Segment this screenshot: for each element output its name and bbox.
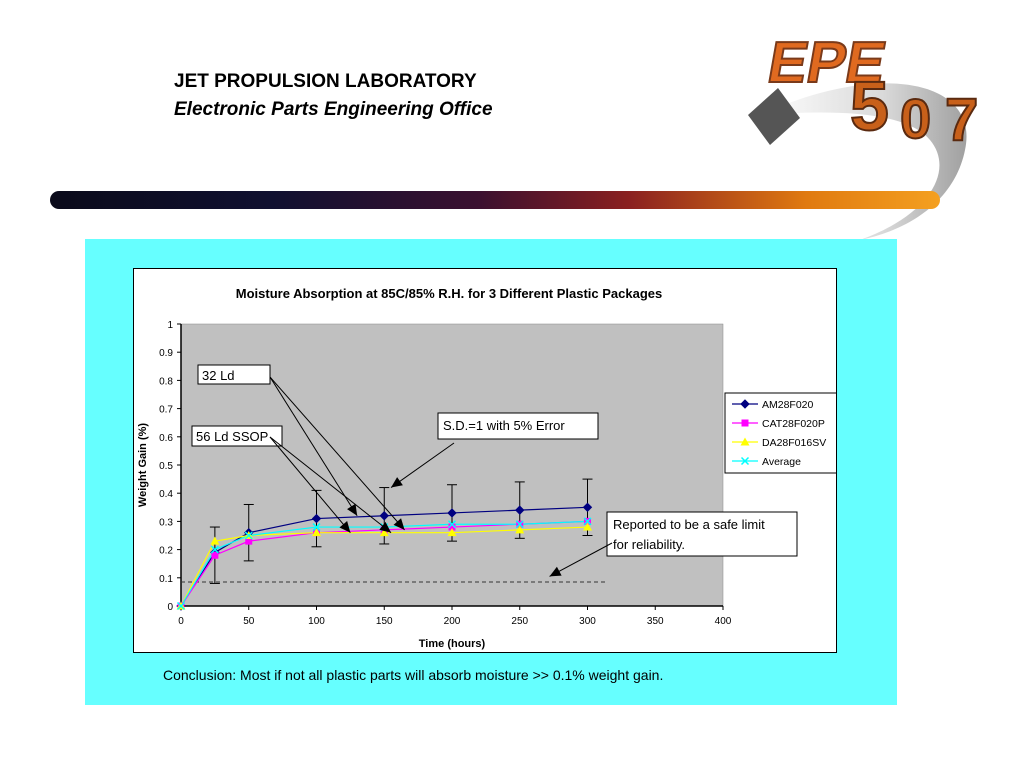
header-title: JET PROPULSION LABORATORY — [174, 71, 477, 92]
legend-item: CAT28F020P — [732, 418, 825, 430]
data-point — [211, 551, 219, 559]
legend-item: Average — [732, 456, 801, 468]
y-tick-label: 0.5 — [159, 461, 173, 472]
y-tick-label: 0.4 — [159, 489, 173, 500]
divider-bar — [50, 191, 940, 209]
annotation-arrow — [269, 376, 358, 517]
data-point — [582, 502, 593, 513]
conclusion-text: Conclusion: Most if not all plastic part… — [163, 667, 664, 683]
annotation-arrow — [269, 376, 405, 531]
x-tick-label: 300 — [579, 616, 596, 627]
annotation-56ld-box — [191, 425, 283, 447]
annotation-arrow — [390, 442, 455, 488]
data-point — [379, 528, 389, 537]
data-point — [515, 505, 525, 515]
annotation-safe-limit: Reported to be a safe limit for reliabil… — [606, 511, 798, 557]
legend-item: AM28F020 — [732, 399, 814, 411]
logo-digit-5: 5 — [850, 67, 889, 145]
chart-title: Moisture Absorption at 85C/85% R.H. for … — [236, 286, 662, 301]
data-point — [447, 528, 457, 537]
data-point — [448, 523, 456, 531]
x-tick-label: 200 — [444, 616, 461, 627]
y-tick-label: 0.6 — [159, 433, 173, 444]
data-point — [583, 517, 592, 526]
header-subtitle: Electronic Parts Engineering Office — [174, 99, 493, 120]
annotation-arrow — [549, 542, 613, 577]
y-axis: 0 0.1 0.2 0.3 0.4 0.5 0.6 0.7 0.8 0.9 1 — [159, 320, 182, 613]
legend-label: Average — [762, 456, 801, 468]
y-tick-label: 0.1 — [159, 574, 173, 585]
logo-shadow — [748, 88, 800, 145]
annotation-32ld-box — [197, 364, 271, 385]
x-axis: 0 50 100 150 200 250 300 350 400 — [178, 605, 732, 627]
x-tick-label: 250 — [511, 616, 528, 627]
logo-epe: EPE — [763, 30, 890, 95]
data-point — [741, 419, 749, 427]
series-line — [180, 506, 588, 607]
annotation-56ld: 56 Ld SSOP — [191, 425, 283, 447]
annotation-arrows — [269, 376, 613, 577]
data-point — [740, 456, 750, 466]
data-point — [740, 437, 750, 446]
y-axis-label: Weight Gain (%) — [137, 423, 149, 507]
data-point — [210, 536, 220, 545]
y-tick-label: 0.7 — [159, 405, 173, 416]
annotation-32ld-text: 32 Ld — [202, 368, 235, 383]
x-tick-label: 50 — [243, 616, 255, 627]
y-tick-label: 1 — [167, 320, 173, 331]
x-axis-label: Time (hours) — [419, 638, 486, 650]
y-tick-label: 0.3 — [159, 517, 173, 528]
header: JET PROPULSION LABORATORY Electronic Par… — [174, 68, 493, 124]
data-point — [740, 399, 750, 409]
chart-frame: Moisture Absorption at 85C/85% R.H. for … — [133, 268, 837, 653]
x-tick-label: 350 — [647, 616, 664, 627]
annotation-sd: S.D.=1 with 5% Error — [437, 412, 599, 440]
legend-item: DA28F016SV — [732, 437, 826, 449]
data-point — [515, 525, 525, 534]
annotation-arrow — [269, 436, 351, 534]
data-point — [245, 537, 253, 545]
annotation-56ld-text: 56 Ld SSOP — [196, 429, 268, 444]
legend-label: AM28F020 — [762, 399, 814, 411]
annotation-32ld: 32 Ld — [197, 364, 271, 385]
data-point — [312, 523, 321, 532]
data-point — [447, 520, 457, 529]
data-point — [447, 508, 457, 518]
moisture-chart: Moisture Absorption at 85C/85% R.H. for … — [137, 286, 836, 650]
data-point — [312, 528, 321, 537]
data-point — [379, 511, 389, 521]
data-point — [515, 520, 524, 529]
x-tick-label: 150 — [376, 616, 393, 627]
legend-label: CAT28F020P — [762, 418, 825, 430]
series-line — [180, 520, 588, 607]
y-tick-label: 0 — [167, 602, 173, 613]
data-point — [583, 522, 592, 531]
y-tick-label: 0.2 — [159, 546, 173, 557]
data-point — [210, 545, 219, 554]
y-tick-label: 0.9 — [159, 348, 173, 359]
legend-label: DA28F016SV — [762, 437, 826, 449]
annotation-safe-box — [606, 511, 798, 557]
annotation-sd-text: S.D.=1 with 5% Error — [443, 418, 565, 433]
x-tick-label: 100 — [308, 616, 325, 627]
data-point — [176, 601, 186, 611]
epe-logo: EPE 5 0 7 — [748, 29, 979, 240]
y-tick-label: 0.8 — [159, 376, 173, 387]
logo-swoosh — [760, 83, 967, 240]
logo-digit-0: 0 — [900, 87, 931, 150]
data-point — [311, 513, 322, 524]
x-tick-label: 0 — [178, 616, 184, 627]
logo-digit-7: 7 — [945, 86, 978, 153]
annotation-sd-box — [437, 412, 599, 440]
annotation-safe-text-2: for reliability. — [613, 537, 685, 552]
x-tick-label: 400 — [715, 616, 732, 627]
data-point — [244, 531, 253, 540]
legend: AM28F020 CAT28F020P DA28F016SV Average — [724, 392, 836, 474]
annotation-arrow — [269, 436, 392, 534]
annotation-safe-text-1: Reported to be a safe limit — [613, 517, 765, 532]
